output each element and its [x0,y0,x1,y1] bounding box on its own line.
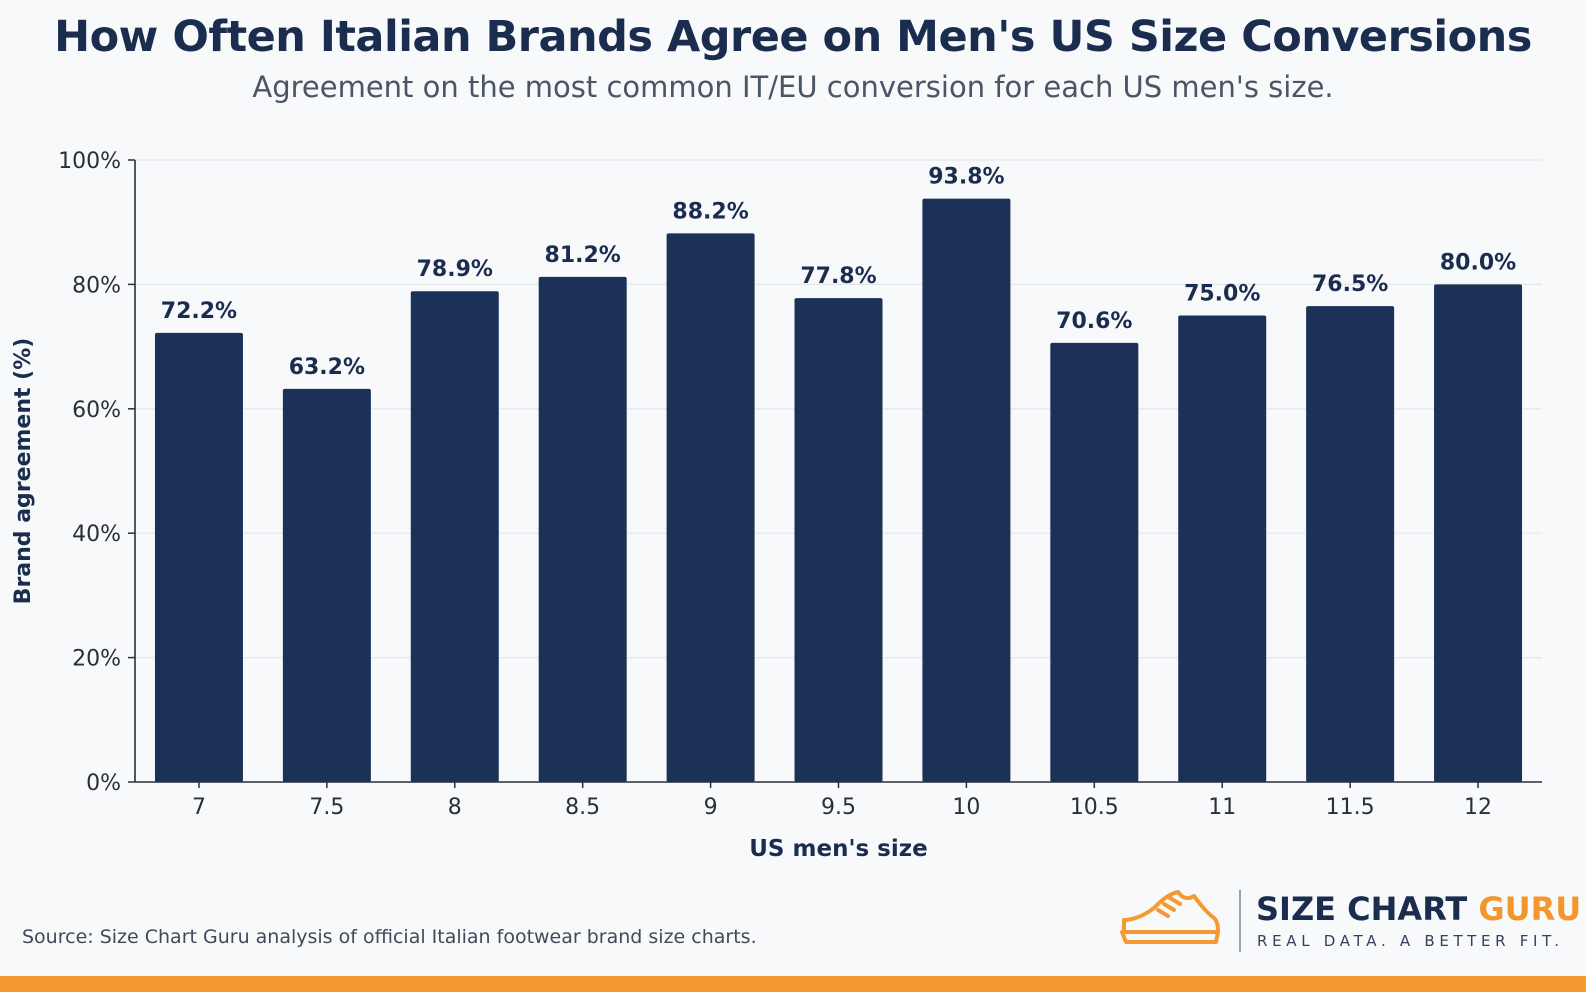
bar [794,298,883,782]
x-tick-label: 8.5 [565,795,600,820]
bar [154,332,243,782]
data-label: 77.8% [800,264,876,289]
x-tick-label: 8 [448,795,462,820]
data-label: 72.2% [161,299,237,324]
x-tick-label: 11.5 [1326,795,1375,820]
bar [1178,315,1267,782]
x-tick-label: 7 [192,795,206,820]
y-tick-label: 0% [86,771,121,796]
source-note: Source: Size Chart Guru analysis of offi… [22,926,757,948]
y-tick-label: 40% [72,522,121,547]
x-tick-label: 11 [1208,795,1236,820]
x-axis-title: US men's size [749,836,928,862]
bar [666,233,755,782]
data-label: 81.2% [545,243,621,268]
x-tick-label: 9.5 [821,795,856,820]
brand-name: SIZE CHART GURU [1256,890,1581,928]
data-label: 78.9% [417,257,493,282]
brand-tagline: REAL DATA. A BETTER FIT. [1257,932,1564,950]
x-tick-label: 10.5 [1070,795,1119,820]
bar [538,276,627,782]
y-tick-label: 100% [58,149,121,174]
x-tick-label: 7.5 [309,795,344,820]
y-tick-label: 20% [72,647,121,672]
y-axis-title: Brand agreement (%) [11,338,36,605]
data-label: 80.0% [1440,250,1516,275]
sneaker-icon [1120,890,1220,944]
x-tick-label: 12 [1464,795,1492,820]
x-tick-label: 10 [952,795,980,820]
brand-name-part1: SIZE CHART [1256,890,1479,928]
x-tick-label: 9 [704,795,718,820]
data-label: 75.0% [1184,282,1260,307]
data-label: 63.2% [289,355,365,380]
bar [282,388,371,782]
chart-subtitle: Agreement on the most common IT/EU conve… [252,70,1334,104]
data-label: 76.5% [1312,272,1388,297]
data-label: 70.6% [1056,309,1132,334]
bar [1434,284,1523,782]
chart-title: How Often Italian Brands Agree on Men's … [54,12,1532,62]
y-tick-label: 60% [72,398,121,423]
bar [1306,306,1395,782]
brand-name-part2: GURU [1478,890,1582,928]
bar [1050,342,1139,782]
bar [922,198,1011,783]
data-label: 88.2% [672,199,748,224]
bar [410,291,499,782]
data-label: 93.8% [928,165,1004,190]
brand-divider [1239,890,1241,952]
bottom-accent-stripe [0,976,1586,992]
y-tick-label: 80% [72,273,121,298]
